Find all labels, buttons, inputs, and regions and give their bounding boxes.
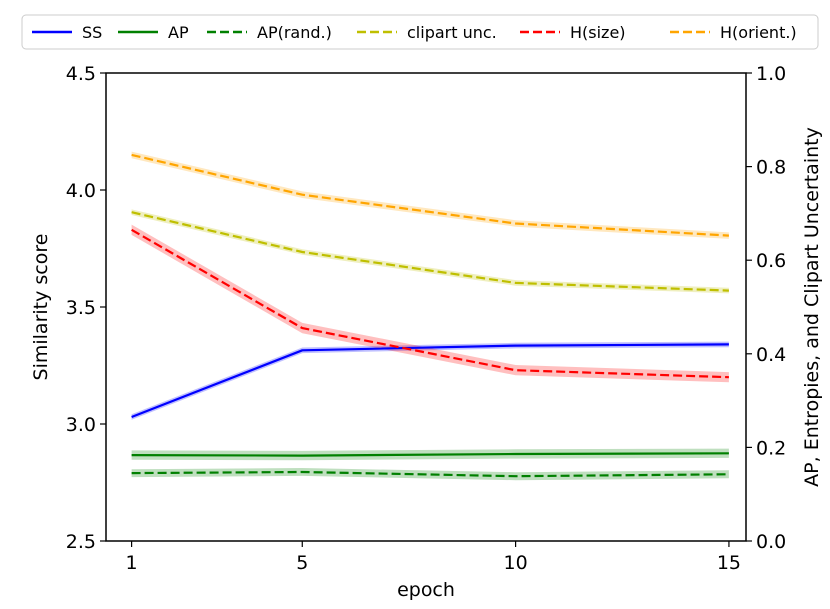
band-h-size- [131, 224, 729, 383]
y-left-tick-label: 3.5 [66, 297, 96, 319]
x-tick-label: 15 [717, 552, 741, 574]
y-right-tick-label: 0.0 [756, 531, 786, 553]
y-axis-left: 2.5 3.0 3.5 4.0 4.5 [66, 63, 106, 553]
x-axis-title: epoch [397, 579, 455, 601]
y-right-tick-label: 0.8 [756, 157, 786, 179]
legend-label: H(orient.) [720, 23, 797, 42]
series-line-ap-rand- [131, 470, 729, 478]
y-axis-left-title: Similarity score [30, 234, 52, 381]
x-tick-label: 5 [296, 552, 308, 574]
series-lines [131, 153, 729, 478]
x-tick-label: 10 [504, 552, 528, 574]
series-line-h-orient- [131, 153, 729, 237]
y-left-tick-label: 2.5 [66, 531, 96, 553]
y-left-tick-label: 4.0 [66, 180, 96, 202]
series-line-clipart-unc- [131, 211, 729, 292]
legend-box [21, 14, 819, 50]
y-left-tick-label: 4.5 [66, 63, 96, 85]
legend-label: SS [82, 23, 102, 42]
series-line-ap [131, 452, 729, 457]
series-line-h-size- [131, 228, 729, 379]
y-right-tick-label: 0.6 [756, 250, 786, 272]
series-line-ss [131, 343, 729, 419]
y-axis-right: 0.0 0.2 0.4 0.6 0.8 1.0 [746, 63, 786, 553]
y-axis-right-title: AP, Entropies, and Clipart Uncertainty [801, 127, 823, 487]
y-right-tick-label: 0.4 [756, 344, 786, 366]
legend: SS AP AP(rand.) clipart unc. H(size) H(orient… [21, 14, 819, 50]
legend-label: AP [168, 23, 189, 42]
x-tick-label: 1 [126, 552, 138, 574]
legend-label: H(size) [570, 23, 626, 42]
y-left-tick-label: 3.0 [66, 414, 96, 436]
legend-label: clipart unc. [407, 23, 497, 42]
y-right-tick-label: 1.0 [756, 63, 786, 85]
legend-label: AP(rand.) [257, 23, 332, 42]
confidence-bands [131, 151, 729, 481]
band-ss [131, 341, 729, 420]
x-axis: 1 5 10 15 [126, 541, 741, 574]
band-h-orient- [131, 151, 729, 239]
y-right-tick-label: 0.2 [756, 437, 786, 459]
